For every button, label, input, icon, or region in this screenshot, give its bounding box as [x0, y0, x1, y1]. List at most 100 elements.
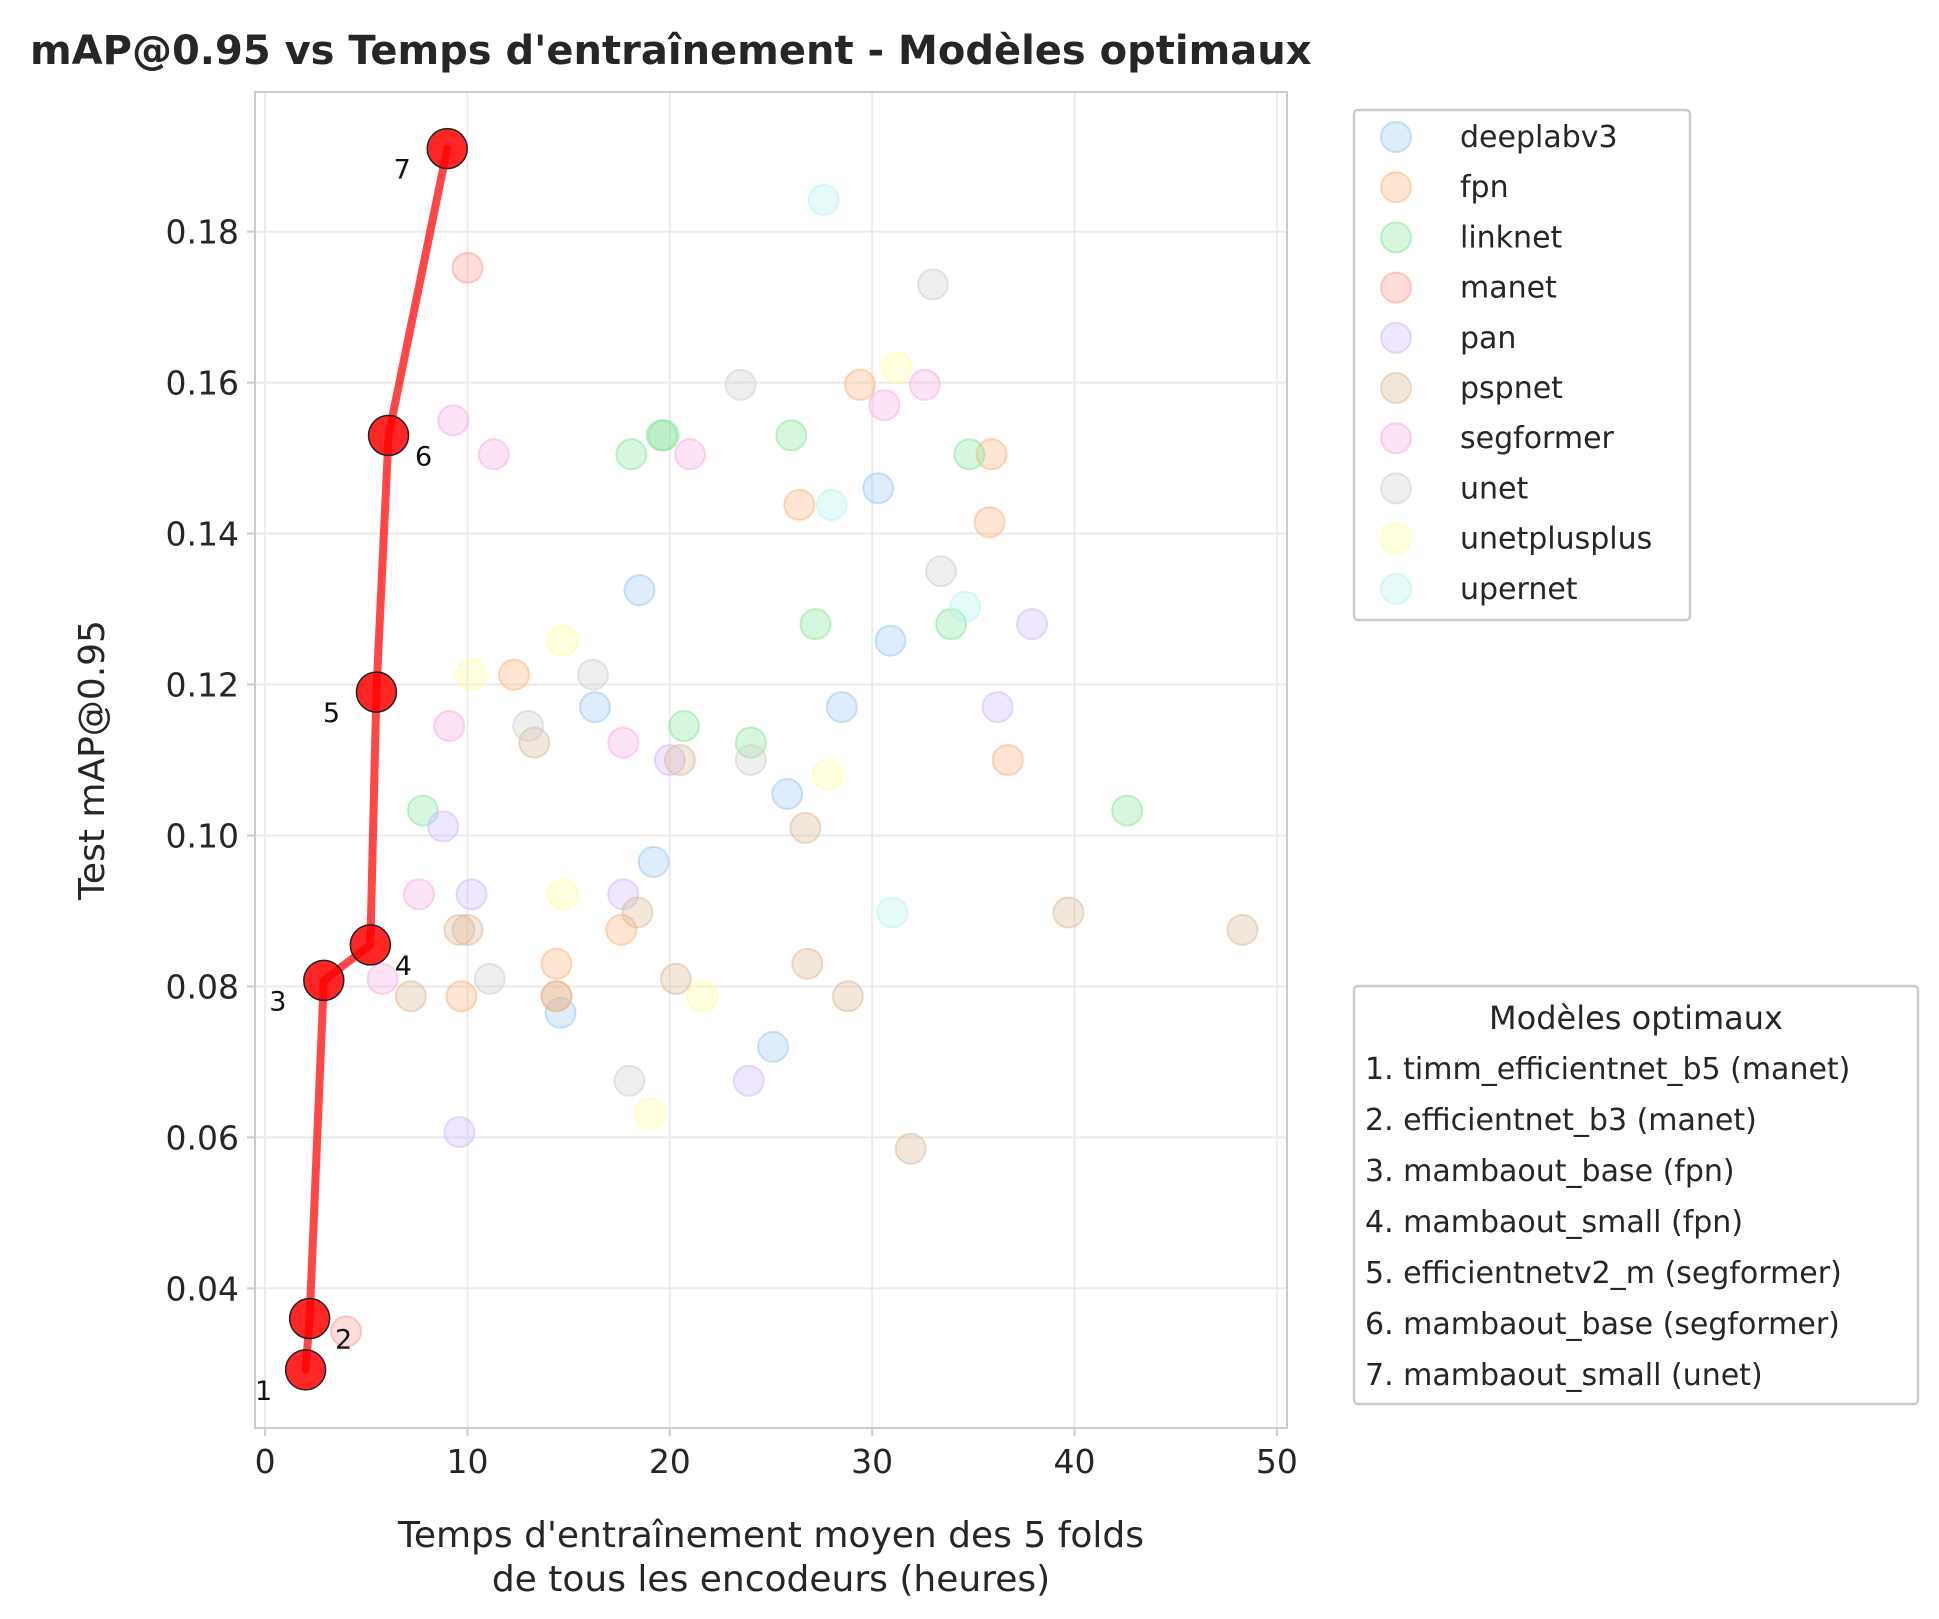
- scatter-point-pspnet: [831, 980, 864, 1013]
- pareto-point: [349, 924, 392, 966]
- scatter-point-linknet: [799, 608, 832, 641]
- scatter-point-fpn: [975, 438, 1008, 471]
- series-linknet: [406, 419, 1144, 827]
- optimal-legend-item: 3. mambaout_base (fpn): [1365, 1154, 1735, 1189]
- series-legend: deeplabv3 fpn linknet manet pan pspnet segform…: [1352, 108, 1692, 622]
- scatter-point-pan: [1016, 608, 1049, 641]
- scatter-point-unet: [734, 744, 767, 776]
- scatter-point-upernet: [815, 488, 848, 521]
- scatter-point-upernet: [949, 590, 982, 623]
- legend-label-linknet: linknet: [1460, 220, 1563, 255]
- scatter-point-deeplabv3: [757, 1030, 790, 1063]
- y-tick-label: 0.06: [166, 1118, 239, 1157]
- legend-marker-pan: [1380, 321, 1412, 354]
- scatter-point-unetplusplus: [686, 980, 719, 1013]
- optimal-legend-title: Modèles optimaux: [1489, 999, 1783, 1037]
- pareto-point-label: 4: [395, 951, 412, 982]
- y-tick-label: 0.16: [166, 364, 239, 403]
- scatter-point-fpn: [498, 658, 531, 691]
- optimal-legend-item: 4. mambaout_small (fpn): [1365, 1205, 1743, 1240]
- scatter-point-pspnet: [659, 962, 692, 995]
- scatter-point-segformer: [402, 878, 435, 911]
- scatter-point-pan: [981, 691, 1014, 724]
- scatter-point-segformer: [674, 438, 707, 471]
- pareto-point-label: 5: [323, 698, 340, 729]
- pareto-point: [367, 414, 410, 457]
- scatter-point-deeplabv3: [862, 472, 895, 505]
- scatter-point-segformer: [868, 389, 901, 422]
- scatter-point-pspnet: [540, 980, 573, 1013]
- pareto-point: [355, 671, 398, 713]
- plot-area: 0 10 20 30 40 50 0.04 0.06 0.08 0.10 0.12 0.14 0.16 0…: [166, 91, 1298, 1481]
- optimal-legend-item: 5. efficientnetv2_m (segformer): [1365, 1256, 1842, 1291]
- y-tick-label: 0.04: [166, 1269, 239, 1308]
- scatter-point-unet: [924, 555, 957, 588]
- series-manet: [330, 251, 484, 1348]
- scatter-point-fpn: [540, 947, 573, 980]
- legend-label-deeplabv3: deeplabv3: [1460, 120, 1618, 155]
- legend-label-upernet: upernet: [1460, 572, 1578, 607]
- scatter-point-linknet: [645, 419, 678, 452]
- scatter-point-deeplabv3: [578, 691, 611, 724]
- series-fpn: [445, 368, 1024, 1013]
- scatter-point-linknet: [775, 419, 808, 452]
- scatter-point-linknet: [1111, 794, 1144, 827]
- scatter-point-unet: [473, 962, 506, 995]
- optimal-legend-item: 7. mambaout_small (unet): [1365, 1358, 1763, 1393]
- scatter-point-segformer: [437, 404, 470, 437]
- scatter-point-unet: [576, 658, 609, 691]
- scatter-point-unetplusplus: [633, 1097, 666, 1130]
- x-tick-label: 50: [1256, 1442, 1298, 1481]
- pareto-point-label: 6: [415, 441, 432, 472]
- legend-label-pan: pan: [1460, 321, 1516, 356]
- legend-marker-segformer: [1380, 422, 1412, 455]
- series-upernet: [807, 183, 982, 929]
- scatter-point-pan: [443, 1116, 476, 1149]
- pareto-point: [284, 1349, 327, 1391]
- scatter-point-segformer: [908, 368, 941, 401]
- scatter-point-unetplusplus: [546, 624, 579, 657]
- y-tick-label: 0.12: [166, 666, 239, 705]
- x-tick-label: 0: [255, 1442, 276, 1481]
- scatter-point-unetplusplus: [880, 351, 913, 384]
- legend-marker-fpn: [1380, 171, 1412, 204]
- legend-label-segformer: segformer: [1460, 421, 1615, 456]
- series-pspnet: [394, 726, 1259, 1165]
- scatter-point-linknet: [953, 438, 986, 471]
- scatter-point-unet: [512, 710, 545, 743]
- pareto-point-label: 3: [269, 986, 286, 1017]
- legend-label-fpn: fpn: [1460, 170, 1509, 205]
- scatter-point-deeplabv3: [623, 574, 656, 607]
- scatter-point-upernet: [807, 183, 840, 216]
- series-segformer: [366, 368, 941, 995]
- pareto-point: [288, 1297, 331, 1340]
- pareto-front-line: [301, 144, 452, 1374]
- scatter-point-pspnet: [663, 744, 696, 776]
- series-deeplabv3: [544, 472, 907, 1063]
- legend-marker-deeplabv3: [1380, 121, 1412, 153]
- scatter-point-pspnet: [451, 913, 484, 946]
- plot-frame: [254, 91, 1288, 1429]
- scatter-point-linknet: [615, 438, 648, 471]
- scatter-point-pan: [455, 878, 488, 911]
- series-unet: [473, 268, 957, 1097]
- scatter-point-pspnet: [443, 913, 476, 946]
- legend-label-unetplusplus: unetplusplus: [1460, 522, 1652, 557]
- pareto-point: [426, 127, 468, 170]
- legend-marker-pspnet: [1380, 372, 1412, 404]
- scatter-point-segformer: [477, 438, 510, 471]
- optimal-legend-item: 1. timm_efficientnet_b5 (manet): [1365, 1052, 1850, 1087]
- scatter-point-segformer: [366, 962, 399, 995]
- scatter-point-pspnet: [894, 1132, 927, 1165]
- scatter-point-unet: [613, 1064, 646, 1097]
- scatter-point-segformer: [607, 726, 640, 759]
- x-tick-label: 40: [1054, 1442, 1096, 1481]
- scatter-point-pspnet: [394, 980, 427, 1013]
- optimal-models-legend: Modèles optimaux 1. timm_efficientnet_b5 …: [1352, 984, 1920, 1406]
- scatter-point-unet: [916, 268, 949, 301]
- scatter-point-fpn: [991, 744, 1024, 776]
- series-pan: [427, 608, 1049, 1149]
- legend-marker-linknet: [1380, 221, 1412, 254]
- scatter-point-fpn: [783, 488, 816, 521]
